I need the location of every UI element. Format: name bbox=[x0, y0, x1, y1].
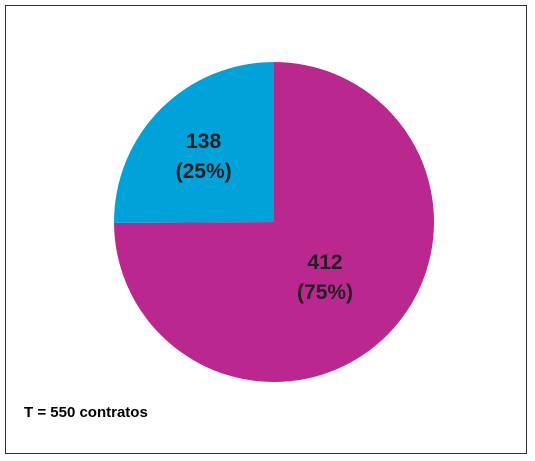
pie-slice-1 bbox=[114, 62, 274, 223]
slice-value-label-1: 138 bbox=[186, 130, 221, 153]
pie-slice-0 bbox=[114, 62, 434, 382]
total-note: T = 550 contratos bbox=[24, 404, 148, 421]
slice-percent-label-1: (25%) bbox=[176, 160, 232, 183]
slice-value-label-0: 412 bbox=[308, 251, 343, 274]
slice-percent-label-0: (75%) bbox=[297, 281, 353, 304]
